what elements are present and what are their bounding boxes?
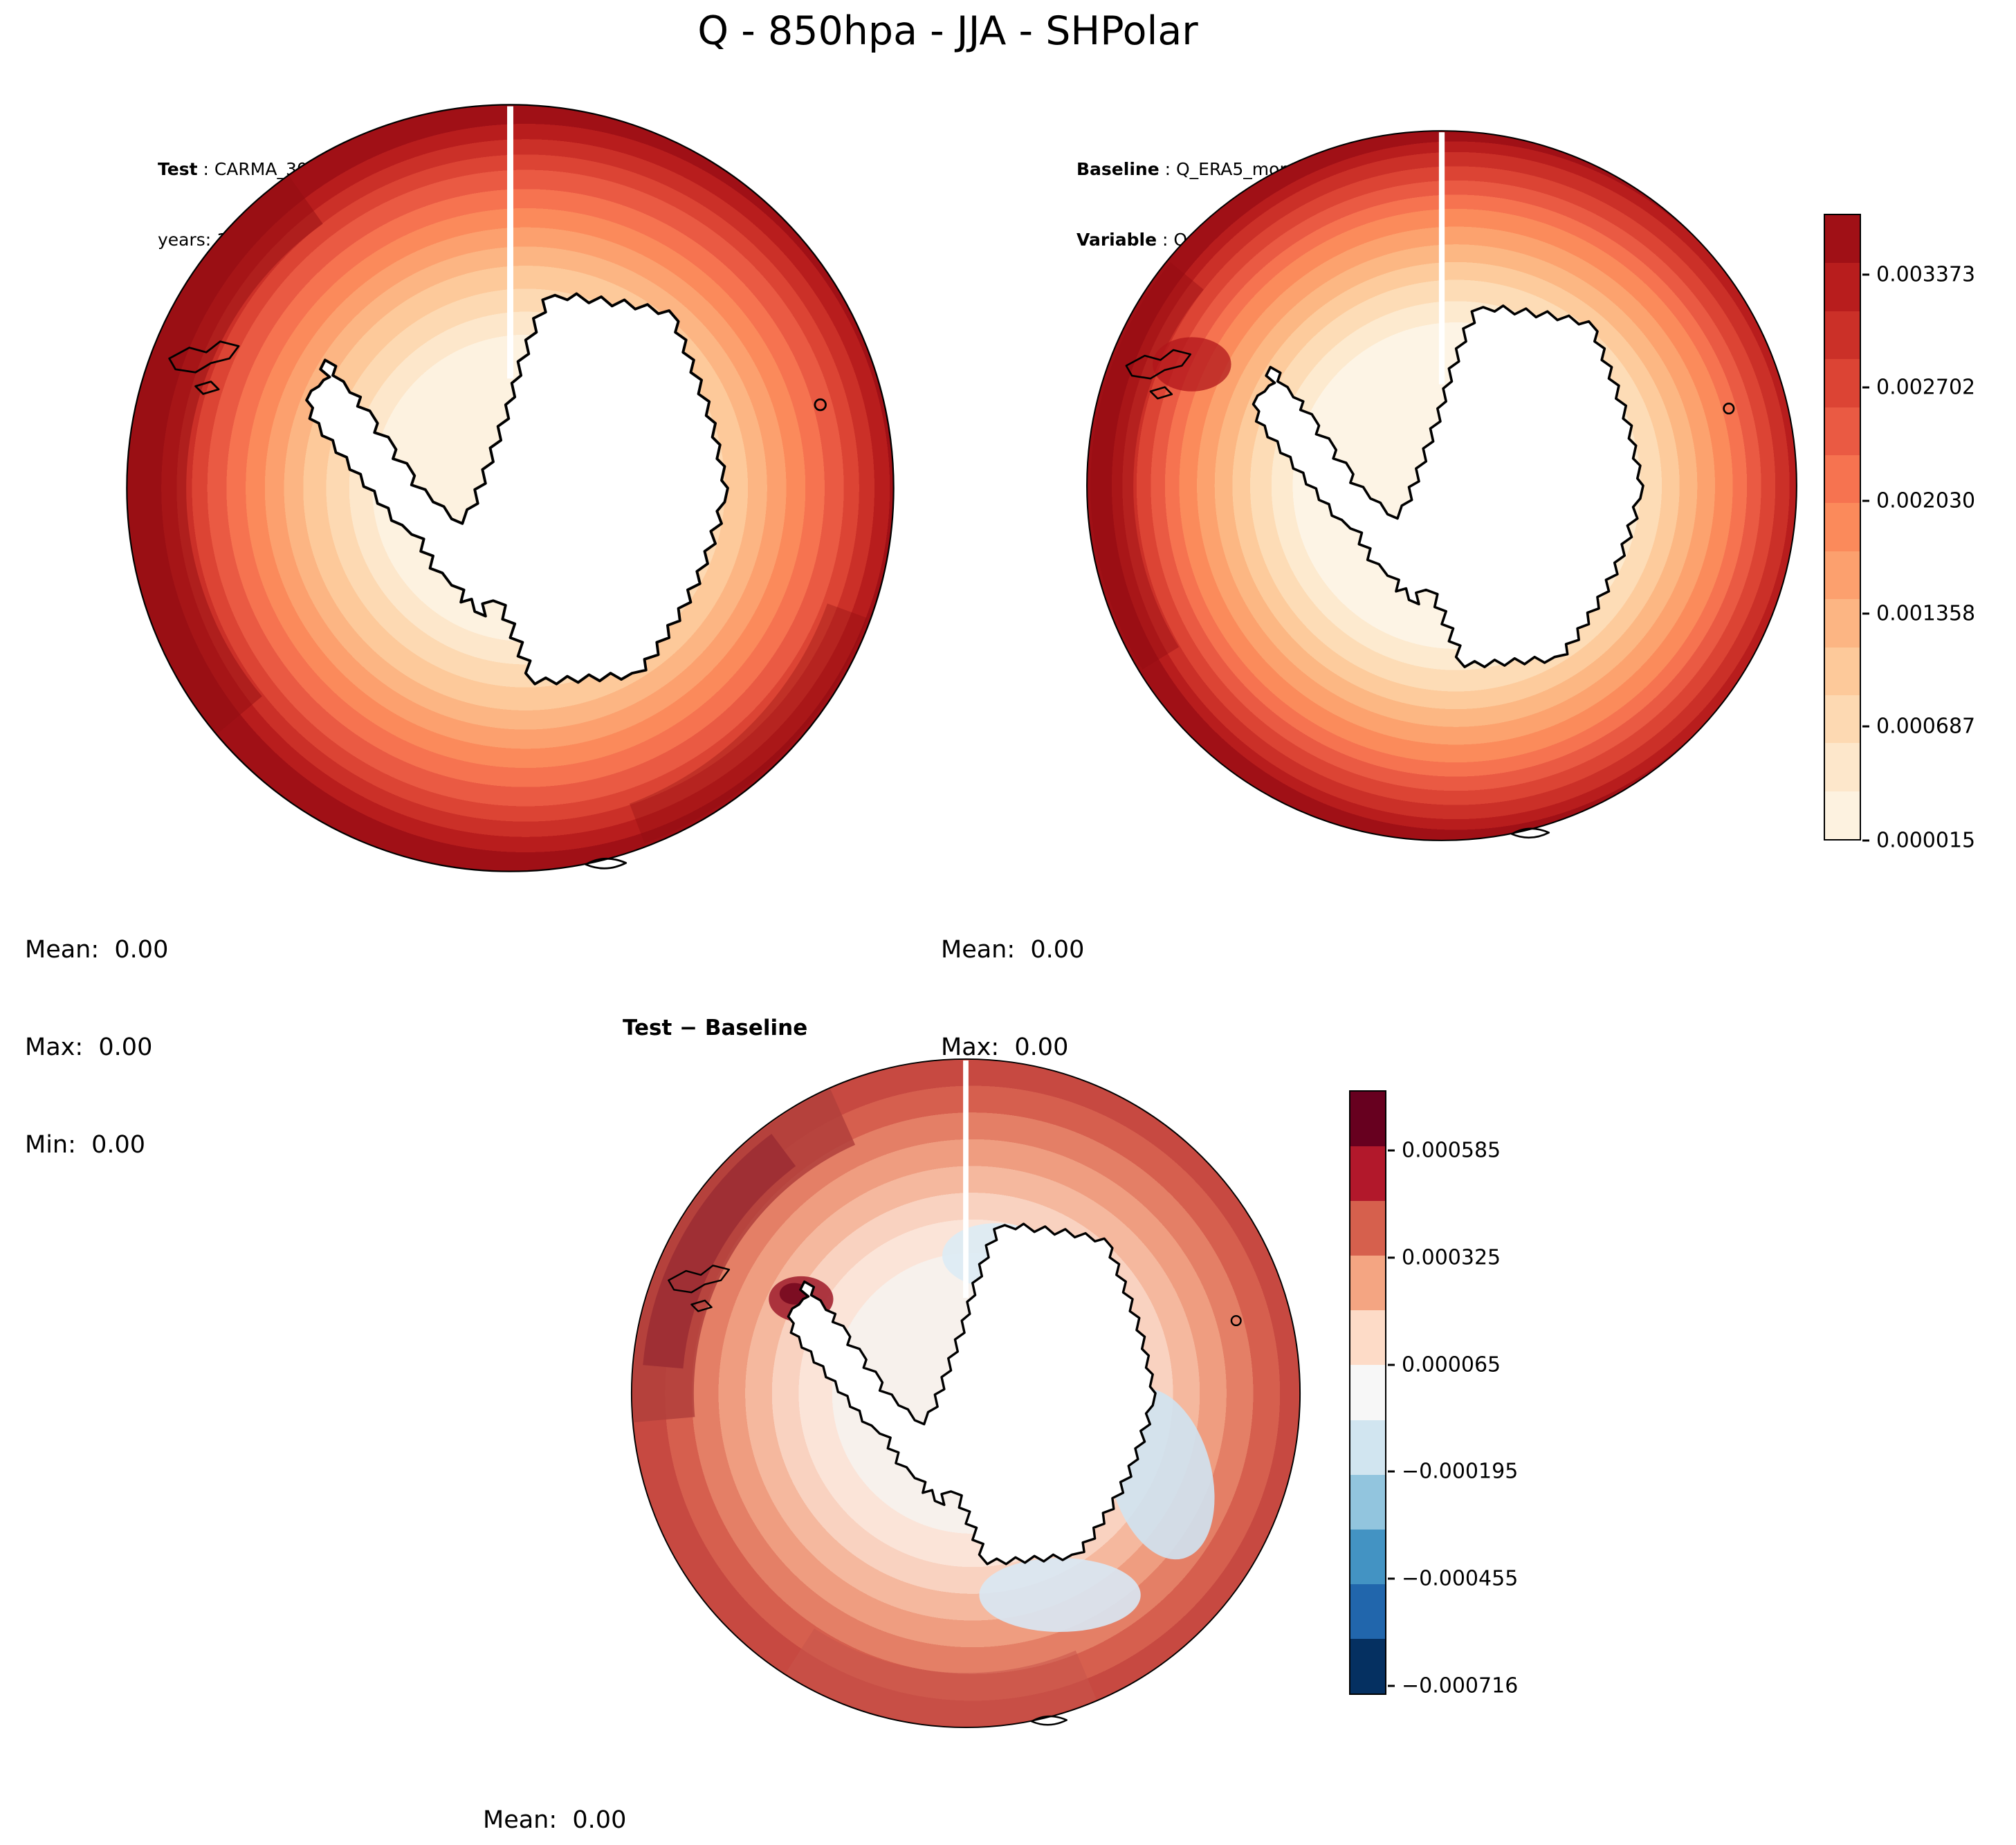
colorbar-tick-label: 0.000325 — [1388, 1246, 1501, 1270]
colorbar-main: 0.003373 0.002702 0.002030 0.001358 0.000687… — [1824, 214, 2010, 853]
colorbar-segment — [1825, 215, 1860, 264]
colorbar-segment — [1350, 1584, 1385, 1639]
colorbar-segment — [1825, 407, 1860, 455]
map-baseline-panel — [1085, 129, 1799, 843]
colorbar-diff-labels: 0.000585 0.000325 0.000065 −0.000195 −0.0004… — [1388, 1090, 1536, 1698]
colorbar-segment — [1350, 1638, 1385, 1694]
map-boundary — [126, 104, 895, 872]
baseline-meta-line2: Variable : Q — [1076, 228, 1525, 252]
baseline-stat-mean: Mean: 0.00 — [941, 936, 1085, 964]
colorbar-segment — [1825, 743, 1860, 791]
colorbar-tick-label: 0.000687 — [1862, 715, 1975, 739]
colorbar-segment — [1825, 647, 1860, 695]
colorbar-tick-label: −0.000195 — [1388, 1460, 1518, 1484]
colorbar-tick-label: 0.002030 — [1862, 488, 1975, 513]
colorbar-segment — [1825, 551, 1860, 600]
positive-patch-south — [632, 1060, 1299, 1727]
baseline-variable-label: Variable — [1076, 230, 1157, 250]
colorbar-tick-label: 0.003373 — [1862, 262, 1975, 286]
colorbar-tick-mark — [1862, 273, 1869, 276]
colorbar-tick-mark — [1862, 612, 1869, 615]
meridian-seam — [1438, 132, 1445, 385]
colorbar-tick-label: 0.000065 — [1388, 1352, 1501, 1377]
baseline-meta-label: Baseline — [1076, 159, 1160, 179]
colorbar-segment — [1825, 359, 1860, 407]
map-diff-panel — [630, 1057, 1302, 1729]
colorbar-tick-mark — [1862, 499, 1869, 502]
diff-stat-mean: Mean: 0.00 — [483, 1806, 627, 1834]
test-stat-mean: Mean: 0.00 — [25, 936, 169, 964]
colorbar-segment — [1350, 1365, 1385, 1420]
colorbar-segment — [1825, 503, 1860, 551]
colorbar-tick-mark — [1862, 839, 1869, 842]
colorbar-segment — [1350, 1529, 1385, 1584]
colorbar-diff: 0.000585 0.000325 0.000065 −0.000195 −0.0004… — [1349, 1090, 1536, 1698]
colorbar-tick-label: 0.000015 — [1862, 829, 1975, 853]
colorbar-main-labels: 0.003373 0.002702 0.002030 0.001358 0.000687… — [1862, 214, 2010, 853]
colorbar-diff-bar — [1349, 1090, 1386, 1695]
colorbar-tick-mark — [1388, 1470, 1395, 1473]
strongest-positive-patch-west — [641, 1069, 1290, 1718]
test-stat-max: Max: 0.00 — [25, 1034, 153, 1061]
map-baseline-svg — [1086, 130, 1797, 841]
map-boundary — [1086, 130, 1797, 841]
meridian-seam — [507, 106, 513, 379]
colorbar-segment — [1825, 455, 1860, 504]
colorbar-tick-label: −0.000716 — [1388, 1673, 1518, 1698]
colorbar-segment — [1350, 1201, 1385, 1256]
meridian-seam — [963, 1060, 969, 1298]
colorbar-segment — [1825, 695, 1860, 744]
test-meta-label: Test — [158, 159, 198, 179]
test-stats: Mean: 0.00 Max: 0.00 Min: 0.00 — [25, 869, 168, 1227]
strong-positive-patch-west — [632, 1060, 1299, 1727]
colorbar-segment — [1825, 311, 1860, 360]
colorbar-segment — [1350, 1310, 1385, 1366]
colorbar-segment — [1825, 791, 1860, 840]
colorbar-tick-label: 0.001358 — [1862, 602, 1975, 626]
colorbar-segment — [1350, 1420, 1385, 1475]
colorbar-segment — [1350, 1474, 1385, 1530]
moist-anomaly-patch — [1153, 337, 1231, 392]
negative-anomaly-south — [979, 1558, 1141, 1633]
baseline-stat-max: Max: 0.00 — [941, 1034, 1069, 1061]
figure-title: Q - 850hpa - JJA - SHPolar — [697, 8, 1198, 54]
map-test-panel — [125, 102, 896, 874]
colorbar-tick-label: 0.000585 — [1388, 1139, 1501, 1163]
colorbar-tick-mark — [1388, 1149, 1395, 1152]
test-stat-min: Min: 0.00 — [25, 1131, 146, 1159]
colorbar-segment — [1825, 263, 1860, 311]
diff-title: Test − Baseline — [623, 1016, 808, 1040]
map-boundary — [630, 1058, 1301, 1729]
colorbar-tick-label: 0.002702 — [1862, 375, 1975, 399]
colorbar-tick-mark — [1862, 386, 1869, 389]
colorbar-tick-mark — [1388, 1364, 1395, 1366]
map-diff-svg — [630, 1058, 1301, 1729]
colorbar-tick-mark — [1388, 1685, 1395, 1687]
colorbar-segment — [1350, 1146, 1385, 1202]
colorbar-segment — [1825, 599, 1860, 648]
colorbar-segment — [1350, 1256, 1385, 1311]
colorbar-tick-mark — [1862, 725, 1869, 728]
dark-contour-patch-west — [1090, 134, 1793, 837]
colorbar-tick-mark — [1388, 1577, 1395, 1580]
dark-contour-patch-southeast — [130, 108, 890, 868]
dark-contour-patch-west — [128, 106, 892, 870]
colorbar-main-bar — [1824, 214, 1861, 841]
colorbar-tick-mark — [1388, 1256, 1395, 1259]
colorbar-segment — [1350, 1092, 1385, 1147]
map-test-svg — [126, 104, 895, 872]
colorbar-tick-label: −0.000455 — [1388, 1567, 1518, 1591]
diff-stats: Mean: 0.00 Max: 0.00 Min: -0.00 — [483, 1739, 626, 1845]
